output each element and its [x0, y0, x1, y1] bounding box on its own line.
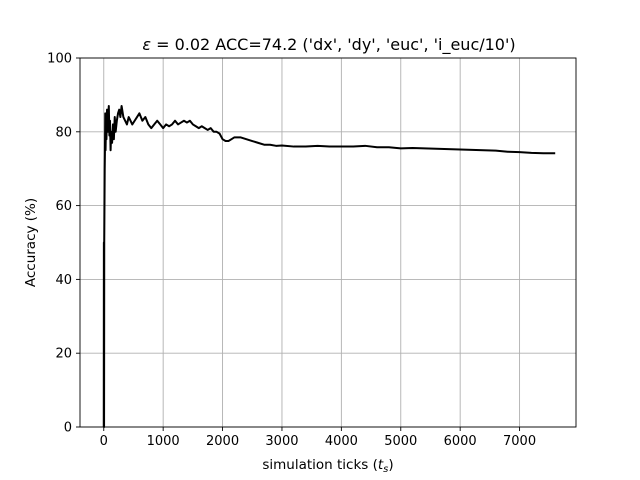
- y-axis-label: Accuracy (%): [23, 198, 39, 287]
- x-tick-label: 7000: [503, 434, 536, 449]
- chart-title: ε = 0.02 ACC=74.2 ('dx', 'dy', 'euc', 'i…: [142, 35, 515, 55]
- x-tick-label: 5000: [384, 434, 417, 449]
- y-tick-label: 80: [55, 125, 72, 140]
- y-axis-ticks: 0 20 40 60 80 100: [47, 52, 80, 436]
- x-tick-label: 3000: [265, 434, 298, 449]
- x-tick-label: 0: [100, 434, 108, 449]
- title-text: = 0.02 ACC=74.2 ('dx', 'dy', 'euc', 'i_e…: [151, 35, 516, 55]
- x-tick-label: 6000: [444, 434, 477, 449]
- y-tick-label: 40: [55, 273, 72, 288]
- x-axis-label: simulation ticks (ts): [262, 457, 393, 475]
- y-tick-label: 20: [55, 347, 72, 362]
- x-tick-label: 4000: [325, 434, 358, 449]
- x-axis-ticks: 0 1000 2000 3000 4000 5000 6000 7000: [100, 427, 536, 449]
- x-tick-label: 2000: [206, 434, 239, 449]
- accuracy-line: [102, 104, 556, 428]
- y-tick-label: 0: [64, 421, 72, 436]
- data-series: [102, 104, 556, 428]
- plot-frame: [79, 57, 577, 428]
- title-epsilon: ε: [142, 35, 151, 54]
- x-tick-label: 1000: [147, 434, 180, 449]
- y-tick-label: 100: [47, 52, 72, 67]
- y-tick-label: 60: [55, 199, 72, 214]
